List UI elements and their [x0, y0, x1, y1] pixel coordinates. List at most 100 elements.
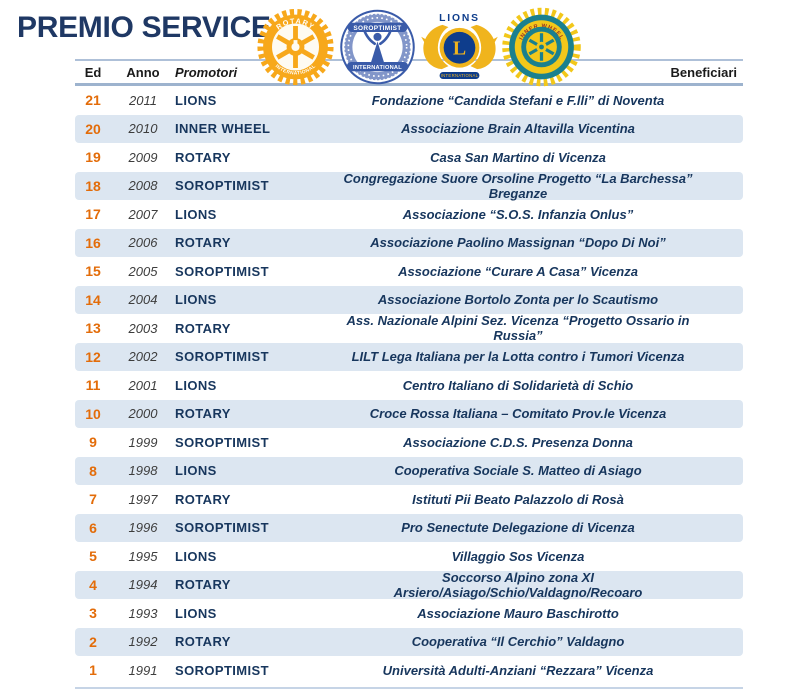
edition-number: 6 — [89, 519, 97, 536]
beneficiary-name: Villaggio Sos Vicenza — [451, 548, 585, 564]
year-value: 1998 — [128, 463, 158, 479]
table-row: 20 2010 INNER WHEEL Associazione Brain A… — [75, 114, 743, 143]
promoter-club: LIONS — [175, 377, 217, 393]
edition-number: 10 — [85, 405, 101, 422]
year-value: 2002 — [128, 349, 158, 365]
table-row: 9 1999 SOROPTIMIST Associazione C.D.S. P… — [75, 428, 743, 457]
year-value: 2008 — [128, 178, 158, 194]
table-row: 13 2003 ROTARY Ass. Nazionale Alpini Sez… — [75, 313, 743, 344]
promoter-club: ROTARY — [175, 634, 231, 650]
edition-number: 18 — [85, 177, 101, 194]
edition-number: 20 — [85, 120, 101, 137]
edition-number: 16 — [85, 234, 101, 251]
beneficiary-name: Cooperativa “Il Cerchio” Valdagno — [411, 634, 625, 650]
beneficiary-name: Cooperativa Sociale S. Matteo di Asiago — [394, 463, 642, 479]
table-row: 19 2009 ROTARY Casa San Martino di Vicen… — [75, 143, 743, 172]
beneficiary-name: Associazione Mauro Baschirotto — [417, 605, 619, 621]
logo-row: ROTARY INTERNATIONAL — [255, 4, 582, 90]
table-row: 1 1991 SOROPTIMIST Università Adulti-Anz… — [75, 656, 743, 685]
promoter-club: ROTARY — [175, 406, 231, 422]
year-value: 1996 — [128, 520, 158, 536]
edition-number: 12 — [85, 348, 101, 365]
year-value: 1997 — [128, 491, 158, 507]
year-value: 2005 — [128, 263, 158, 279]
table-row: 4 1994 ROTARY Soccorso Alpino zona XI Ar… — [75, 570, 743, 600]
promoter-club: LIONS — [175, 206, 217, 222]
beneficiary-name: Ass. Nazionale Alpini Sez. Vicenza “Prog… — [346, 313, 690, 344]
svg-text:L: L — [453, 38, 466, 60]
year-value: 2003 — [128, 320, 158, 336]
lions-club-icon: L LIONS INTERNATIONAL — [419, 4, 500, 90]
rotary-wheel-icon: ROTARY INTERNATIONAL — [255, 4, 336, 90]
promoter-club: LIONS — [175, 548, 217, 564]
year-value: 1999 — [128, 434, 158, 450]
soroptimist-emblem-icon: SOROPTIMIST INTERNATIONAL — [337, 4, 418, 90]
table-bottom-rule — [75, 687, 743, 689]
edition-number: 3 — [89, 605, 97, 622]
promoter-club: INNER WHEEL — [175, 121, 271, 137]
edition-number: 2 — [89, 633, 97, 650]
beneficiary-name: Pro Senectute Delegazione di Vicenza — [401, 520, 635, 536]
table-body: 21 2011 LIONS Fondazione “Candida Stefan… — [75, 86, 743, 685]
promoter-club: ROTARY — [175, 149, 231, 165]
beneficiary-name: Associazione Brain Altavilla Vicentina — [401, 121, 635, 137]
year-value: 2000 — [128, 406, 158, 422]
beneficiary-name: Associazione Paolino Massignan “Dopo Di … — [370, 235, 666, 251]
beneficiary-name: Università Adulti-Anziani “Rezzara” Vice… — [382, 662, 654, 678]
svg-text:SOROPTIMIST: SOROPTIMIST — [353, 25, 401, 32]
table-row: 5 1995 LIONS Villaggio Sos Vicenza — [75, 542, 743, 571]
table-row: 8 1998 LIONS Cooperativa Sociale S. Matt… — [75, 456, 743, 485]
year-value: 2007 — [128, 206, 158, 222]
promoter-club: SOROPTIMIST — [175, 434, 269, 450]
table-row: 15 2005 SOROPTIMIST Associazione “Curare… — [75, 257, 743, 286]
table-row: 6 1996 SOROPTIMIST Pro Senectute Delegaz… — [75, 513, 743, 542]
edition-number: 11 — [85, 377, 101, 394]
header-promotori: Promotori — [175, 64, 238, 80]
beneficiary-name: Casa San Martino di Vicenza — [430, 149, 606, 165]
table-row: 18 2008 SOROPTIMIST Congregazione Suore … — [75, 171, 743, 201]
edition-number: 1 — [89, 662, 97, 679]
inner-wheel-icon: INNER WHEEL — [501, 4, 582, 90]
svg-text:INTERNATIONAL: INTERNATIONAL — [353, 65, 402, 71]
beneficiary-name: Associazione “S.O.S. Infanzia Onlus” — [402, 206, 634, 222]
promoter-club: ROTARY — [175, 320, 231, 336]
page-title: PREMIO SERVICE — [17, 11, 271, 44]
promoter-club: LIONS — [175, 605, 217, 621]
edition-number: 19 — [85, 149, 101, 166]
table-row: 7 1997 ROTARY Istituti Pii Beato Palazzo… — [75, 485, 743, 514]
svg-text:LIONS: LIONS — [439, 13, 480, 24]
header-anno: Anno — [126, 64, 160, 80]
year-value: 2006 — [128, 235, 158, 251]
edition-number: 4 — [89, 576, 97, 593]
table-row: 14 2004 LIONS Associazione Bortolo Zonta… — [75, 285, 743, 314]
year-value: 1992 — [128, 634, 158, 650]
edition-number: 5 — [89, 548, 97, 565]
table-row: 11 2001 LIONS Centro Italiano di Solidar… — [75, 371, 743, 400]
promoter-club: SOROPTIMIST — [175, 520, 269, 536]
year-value: 1991 — [128, 662, 158, 678]
beneficiary-name: Associazione Bortolo Zonta per lo Scauti… — [377, 292, 659, 308]
table-row: 17 2007 LIONS Associazione “S.O.S. Infan… — [75, 200, 743, 229]
year-value: 2011 — [129, 92, 157, 108]
year-value: 2010 — [128, 121, 158, 137]
promoter-club: LIONS — [175, 292, 217, 308]
beneficiary-name: Associazione “Curare A Casa” Vicenza — [398, 263, 638, 279]
beneficiary-name: Centro Italiano di Solidarietà di Schio — [402, 377, 634, 393]
promoter-club: ROTARY — [175, 235, 231, 251]
edition-number: 8 — [89, 462, 97, 479]
edition-number: 17 — [85, 206, 101, 223]
edition-number: 14 — [85, 291, 101, 308]
promoter-club: SOROPTIMIST — [175, 263, 269, 279]
year-value: 2009 — [128, 149, 158, 165]
edition-number: 7 — [89, 491, 97, 508]
beneficiary-name: Fondazione “Candida Stefani e F.lli” di … — [371, 92, 665, 108]
table-row: 3 1993 LIONS Associazione Mauro Baschiro… — [75, 599, 743, 628]
year-value: 1994 — [128, 577, 158, 593]
beneficiary-name: LILT Lega Italiana per la Lotta contro i… — [351, 349, 685, 365]
promoter-club: ROTARY — [175, 491, 231, 507]
header-ed: Ed — [84, 64, 102, 80]
beneficiary-name: Croce Rossa Italiana – Comitato Prov.le … — [369, 406, 667, 422]
table-row: 10 2000 ROTARY Croce Rossa Italiana – Co… — [75, 399, 743, 428]
promoter-club: SOROPTIMIST — [175, 178, 269, 194]
